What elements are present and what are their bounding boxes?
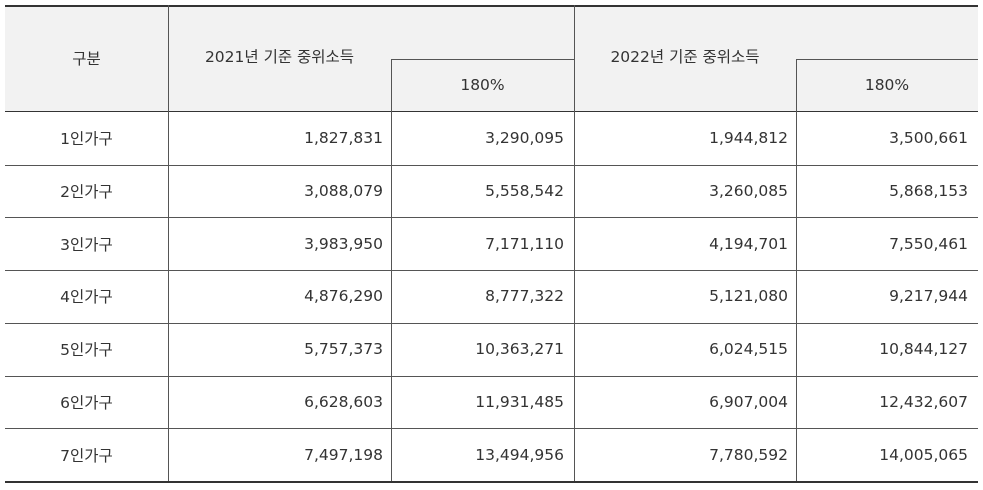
value-180-2022: 12,432,607 [879, 392, 968, 411]
header-category: 구분 [72, 50, 101, 68]
header-sub-line-2021 [391, 59, 574, 60]
value-180-2021: 10,363,271 [475, 340, 564, 359]
header-sub-line-2022 [796, 59, 978, 60]
income-table: 구분 2021년 기준 중위소득 180% 2022년 기준 중위소득 180%… [5, 5, 978, 483]
value-180-2022: 7,550,461 [889, 234, 968, 253]
row-label: 2인가구 [60, 183, 113, 202]
value-2021: 3,983,950 [304, 234, 383, 253]
value-180-2022: 10,844,127 [879, 340, 968, 359]
row-label: 6인가구 [60, 393, 113, 412]
value-2021: 7,497,198 [304, 445, 383, 464]
row-label: 3인가구 [60, 235, 113, 254]
value-180-2022: 9,217,944 [889, 287, 968, 306]
row-divider [5, 376, 978, 377]
value-180-2021: 8,777,322 [485, 287, 564, 306]
table-bottom-border [5, 481, 978, 483]
header-pct-2022: 180% [864, 76, 910, 94]
row-divider [5, 428, 978, 429]
header-group-2021: 2021년 기준 중위소득 [204, 48, 355, 66]
row-divider [5, 270, 978, 271]
header-pct-2021: 180% [460, 76, 505, 94]
value-2022: 3,260,085 [709, 182, 788, 201]
value-180-2021: 11,931,485 [475, 392, 564, 411]
value-180-2022: 3,500,661 [889, 129, 968, 148]
pct-2022-bg [796, 59, 978, 111]
col-line-4 [796, 59, 797, 483]
value-2022: 6,907,004 [709, 392, 788, 411]
value-180-2021: 3,290,095 [485, 129, 564, 148]
value-2022: 1,944,812 [709, 129, 788, 148]
value-2021: 4,876,290 [304, 287, 383, 306]
value-180-2021: 7,171,110 [485, 234, 564, 253]
row-divider [5, 217, 978, 218]
row-label: 5인가구 [60, 341, 113, 360]
row-label: 4인가구 [60, 288, 113, 307]
value-180-2022: 14,005,065 [879, 445, 968, 464]
value-2022: 6,024,515 [709, 340, 788, 359]
value-2021: 6,628,603 [304, 392, 383, 411]
header-group-2022: 2022년 기준 중위소득 [610, 48, 760, 66]
value-2021: 5,757,373 [304, 340, 383, 359]
col-line-1 [168, 5, 169, 483]
row-divider [5, 323, 978, 324]
pct-2021-bg [391, 59, 574, 111]
value-180-2021: 5,558,542 [485, 182, 564, 201]
col-line-2 [391, 59, 392, 483]
col-line-3 [574, 5, 575, 483]
value-2022: 5,121,080 [709, 287, 788, 306]
header-bottom-border [5, 111, 978, 112]
value-2021: 3,088,079 [304, 182, 383, 201]
value-2022: 7,780,592 [709, 445, 788, 464]
row-label: 1인가구 [60, 130, 113, 149]
table-top-border [5, 5, 978, 7]
value-2022: 4,194,701 [709, 234, 788, 253]
value-2021: 1,827,831 [304, 129, 383, 148]
value-180-2022: 5,868,153 [889, 182, 968, 201]
row-divider [5, 165, 978, 166]
row-label: 7인가구 [60, 446, 113, 465]
value-180-2021: 13,494,956 [475, 445, 564, 464]
